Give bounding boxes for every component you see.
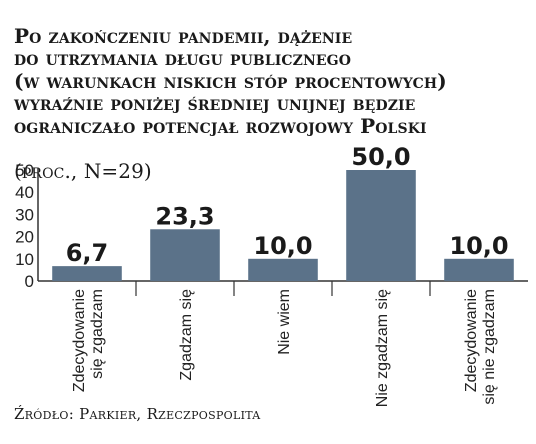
data-label: 6,7 xyxy=(66,239,109,267)
category-label: Zdecydowaniesię zgadzam xyxy=(71,289,106,392)
category-label: Zdecydowaniesię nie zgadzam xyxy=(463,289,498,405)
y-tick-label: 40 xyxy=(15,183,34,202)
chart-title-text: Po zakończeniu pandemii, dążenie do utrz… xyxy=(14,23,447,138)
bar xyxy=(150,229,220,281)
y-tick-label: 0 xyxy=(25,272,34,291)
data-label: 10,0 xyxy=(449,232,508,260)
bar xyxy=(444,258,514,281)
data-label: 50,0 xyxy=(351,143,410,171)
chart-title: Po zakończeniu pandemii, dążenie do utrz… xyxy=(14,2,530,182)
category-label: Nie wiem xyxy=(276,289,293,355)
bar xyxy=(346,170,416,281)
data-label: 23,3 xyxy=(155,202,214,230)
chart-subtitle: (proc., N=29) xyxy=(14,158,152,183)
y-tick-label: 30 xyxy=(15,205,34,224)
data-label: 10,0 xyxy=(253,232,312,260)
y-tick-label: 20 xyxy=(15,228,34,247)
category-label: Zgadzam się xyxy=(178,289,195,381)
y-tick-label: 10 xyxy=(15,250,34,269)
bar xyxy=(248,258,318,281)
bar xyxy=(52,266,122,281)
category-label: Nie zgadzam się xyxy=(374,289,391,407)
y-tick-label: 50 xyxy=(15,161,34,180)
source-note: Źródło: Parkier, Rzeczpospolita xyxy=(14,405,261,423)
